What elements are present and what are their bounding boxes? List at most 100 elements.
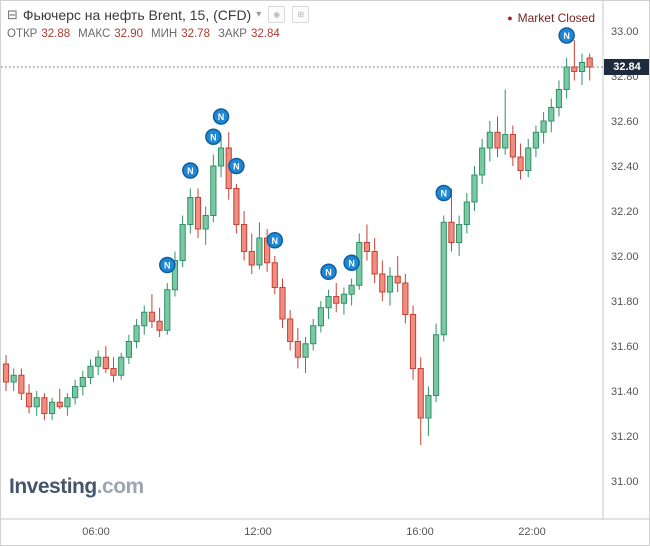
candle-body: [133, 325, 140, 342]
candle-body: [118, 356, 125, 376]
title-row: ⊟ Фьючерс на нефть Brent, 15, (CFD) ▾ ◉ …: [7, 6, 310, 23]
candle-body: [48, 401, 56, 414]
candle-body: [333, 296, 340, 304]
symbol-title[interactable]: Фьючерс на нефть Brent, 15, (CFD): [22, 6, 252, 23]
price-tick-label[interactable]: 32.60: [611, 116, 639, 128]
price-tick-label[interactable]: 31.80: [611, 296, 639, 308]
candle-body: [586, 57, 593, 68]
candle-body: [279, 287, 286, 320]
candle-body: [110, 368, 117, 376]
close-label: ЗАКР: [217, 28, 247, 40]
price-tick-label[interactable]: 31.40: [611, 386, 639, 398]
news-marker-icon[interactable]: [266, 232, 284, 249]
investing-logo: Investing.com: [9, 475, 144, 499]
candle-body: [33, 397, 40, 408]
time-tick-label[interactable]: 12:00: [244, 526, 272, 538]
news-marker-icon[interactable]: [182, 162, 199, 179]
news-marker-icon[interactable]: [212, 108, 230, 125]
chart-header: ⊟ Фьючерс на нефть Brent, 15, (CFD) ▾ ◉ …: [7, 6, 310, 40]
open-label: ОТКР: [7, 28, 38, 40]
market-status: ● Market Closed: [507, 11, 595, 25]
candle-body: [248, 251, 255, 266]
candle-body: [509, 134, 516, 158]
open-value: 32.88: [41, 28, 71, 40]
candle-body: [310, 325, 317, 345]
candle-body: [417, 368, 424, 419]
logo-text-light: .com: [96, 475, 145, 498]
news-marker-icon[interactable]: [205, 128, 222, 145]
candle-body: [486, 131, 493, 149]
candle-body: [187, 197, 194, 225]
news-marker-icon[interactable]: [435, 184, 453, 202]
candle-body: [87, 365, 94, 378]
candle-body: [2, 363, 10, 383]
settings-button[interactable]: ⊞: [292, 6, 310, 23]
candle-body: [41, 397, 48, 414]
price-tick-label[interactable]: 32.00: [611, 251, 639, 263]
news-marker-icon[interactable]: [558, 27, 575, 44]
snapshot-button[interactable]: ◉: [268, 6, 286, 23]
candle-body: [548, 107, 555, 122]
candle-body: [432, 334, 440, 396]
news-marker-label: N: [325, 267, 332, 277]
candle-body: [72, 386, 79, 399]
candle-body: [502, 134, 509, 149]
candle-body: [471, 174, 478, 203]
candle-body: [202, 215, 209, 230]
news-marker-label: N: [164, 261, 171, 271]
logo-text-bold: Investing: [9, 475, 97, 498]
candle-body: [217, 147, 225, 167]
price-tick-label[interactable]: 32.20: [611, 206, 639, 218]
candle-body: [578, 62, 586, 72]
candle-body: [25, 392, 33, 408]
price-tick-label[interactable]: 31.00: [611, 476, 639, 488]
candle-body: [171, 260, 179, 291]
price-tick-label[interactable]: 31.20: [611, 431, 639, 443]
candle-body: [56, 401, 63, 408]
high-label: МАКС: [78, 28, 111, 40]
candle-body: [141, 311, 148, 327]
candle-body: [363, 242, 371, 252]
candle-body: [540, 120, 547, 133]
candle-body: [563, 66, 570, 90]
time-tick-label[interactable]: 16:00: [406, 526, 434, 538]
news-marker-label: N: [441, 189, 448, 199]
candle-body: [79, 377, 86, 387]
candle-body: [525, 147, 532, 171]
news-marker-label: N: [187, 166, 194, 176]
candle-body: [240, 224, 248, 252]
close-value: 32.84: [250, 28, 280, 40]
low-label: МИН: [151, 28, 178, 40]
news-marker-label: N: [563, 31, 570, 41]
candle-body: [287, 318, 294, 342]
price-tick-label[interactable]: 33.00: [611, 26, 639, 38]
candle-body: [386, 275, 394, 293]
news-marker-icon[interactable]: [320, 263, 337, 280]
candle-body: [571, 66, 578, 72]
current-price-badge: 32.84: [604, 59, 649, 75]
caret-down-icon[interactable]: ▾: [256, 9, 262, 20]
candle-body: [448, 221, 455, 243]
candle-body: [555, 89, 563, 108]
price-tick-label[interactable]: 31.60: [611, 341, 639, 353]
candle-body: [517, 156, 524, 171]
candle-body: [10, 374, 17, 383]
candle-body: [402, 282, 409, 315]
candle-body: [271, 262, 278, 288]
news-marker-icon[interactable]: [228, 157, 245, 175]
candle-body: [294, 341, 301, 358]
candle-body: [256, 237, 263, 266]
candle-body: [125, 341, 132, 358]
time-tick-label[interactable]: 06:00: [82, 526, 110, 538]
price-tick-label[interactable]: 32.40: [611, 161, 639, 173]
status-dot-icon: ●: [507, 12, 513, 23]
candle-body: [18, 374, 25, 394]
time-tick-label[interactable]: 22:00: [518, 526, 546, 538]
news-marker-icon[interactable]: [343, 254, 360, 271]
news-marker-icon[interactable]: [159, 256, 176, 274]
candle-body: [179, 224, 186, 261]
candle-body: [371, 251, 378, 275]
chart-menu-icon[interactable]: ⊟: [7, 6, 18, 22]
